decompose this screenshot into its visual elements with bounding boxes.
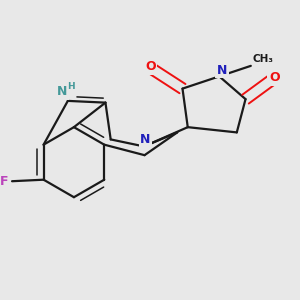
Text: CH₃: CH₃ [252, 54, 273, 64]
Text: N: N [140, 133, 151, 146]
Text: O: O [269, 71, 280, 84]
Text: N: N [56, 85, 67, 98]
Text: N: N [217, 64, 227, 77]
Text: O: O [145, 60, 156, 74]
Text: F: F [0, 175, 9, 188]
Text: H: H [67, 82, 75, 91]
